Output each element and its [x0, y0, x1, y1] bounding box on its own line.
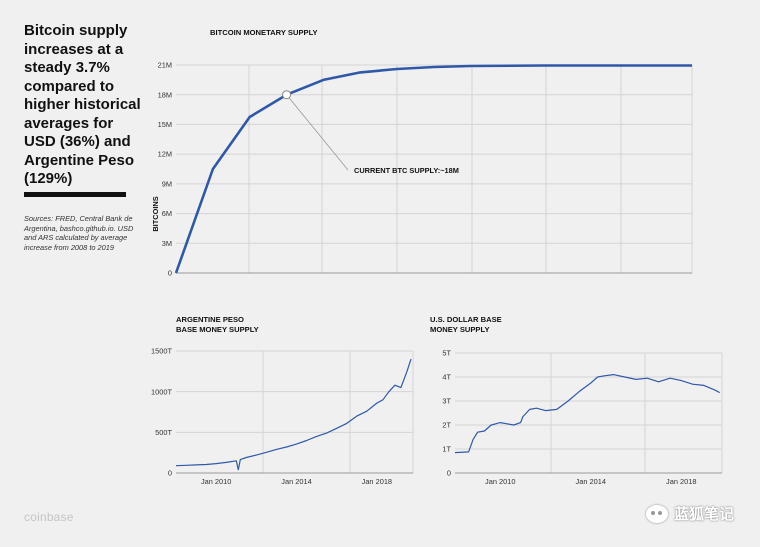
usd-y-tick-label: 4T: [442, 373, 451, 382]
usd-y-tick-label: 2T: [442, 421, 451, 430]
btc-annotation-leader: [286, 94, 349, 171]
btc-chart: 0 3M 6M 9M 12M 15M 18M 21M BITCOINS CURRENT BTC S…: [151, 61, 693, 278]
btc-y-tick-label: 12M: [158, 150, 172, 159]
ars-x-tick-label: Jan 2014: [281, 477, 311, 486]
ars-y-tick-label: 1500T: [151, 347, 172, 356]
usd-series-line: [454, 374, 720, 454]
btc-annotation-label: CURRENT BTC SUPPLY:~18M: [354, 166, 459, 175]
ars-y-tick-label: 500T: [155, 428, 172, 437]
btc-y-tick-label: 3M: [162, 239, 172, 248]
headline: Bitcoin supply increases at a steady 3.7…: [24, 22, 141, 187]
btc-y-tick-label: 9M: [162, 179, 172, 188]
ars-series-line: [175, 358, 412, 471]
watermark: 蓝狐笔记: [645, 503, 734, 524]
btc-y-tick-label: 6M: [162, 209, 172, 218]
ars-x-tick-label: Jan 2018: [362, 477, 392, 486]
btc-y-tick-label: 18M: [158, 90, 172, 99]
ars-chart-title-line-1: ARGENTINE PESO: [176, 315, 244, 324]
usd-y-tick-label: 1T: [442, 445, 451, 454]
btc-annotation-marker: [282, 90, 292, 100]
usd-chart: 0 1T 2T 3T 4T 5T Jan 2010 Jan 2014 Jan 2018: [442, 349, 723, 486]
usd-x-tick-label: Jan 2018: [666, 477, 696, 486]
btc-y-tick-label: 15M: [158, 120, 172, 129]
usd-x-tick-label: Jan 2010: [485, 477, 515, 486]
usd-x-tick-label: Jan 2014: [576, 477, 606, 486]
ars-chart: 0 500T 1000T 1500T Jan 2010 Jan 2014 Jan 2018: [151, 347, 414, 486]
btc-y-axis-label: BITCOINS: [151, 196, 160, 231]
btc-y-tick-label: 0: [168, 269, 172, 278]
sources-note: Sources: FRED, Central Bank de Argentina…: [24, 214, 134, 252]
ars-chart-title: ARGENTINE PESO BASE MONEY SUPPLY: [176, 315, 259, 334]
watermark-text: 蓝狐笔记: [673, 506, 734, 523]
ars-y-tick-label: 0: [168, 469, 172, 478]
usd-y-tick-label: 0: [447, 469, 451, 478]
usd-chart-title-line-2: MONEY SUPPLY: [430, 324, 490, 334]
headline-divider: [24, 192, 126, 197]
usd-y-tick-label: 3T: [442, 397, 451, 406]
btc-y-tick-label: 21M: [158, 61, 172, 70]
wechat-icon: [645, 504, 668, 523]
usd-y-tick-label: 5T: [442, 349, 451, 358]
ars-chart-title-line-2: BASE MONEY SUPPLY: [176, 324, 259, 334]
brand-logo: coinbase: [24, 510, 74, 524]
usd-chart-title-line-1: U.S. DOLLAR BASE: [430, 315, 502, 324]
btc-chart-title: BITCOIN MONETARY SUPPLY: [210, 28, 318, 37]
ars-y-tick-label: 1000T: [151, 387, 172, 396]
btc-series-line: [174, 64, 692, 274]
usd-chart-title: U.S. DOLLAR BASE MONEY SUPPLY: [430, 315, 502, 334]
ars-x-tick-label: Jan 2010: [201, 477, 231, 486]
